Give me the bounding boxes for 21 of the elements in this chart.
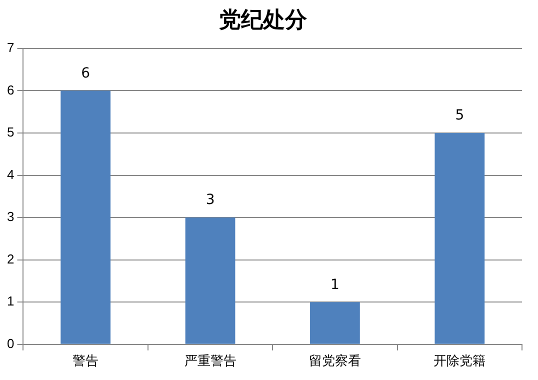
y-tick-label: 4 (6, 166, 14, 182)
x-tick-label: 警告 (72, 352, 99, 368)
y-tick-label: 2 (6, 251, 14, 266)
chart-title: 党纪处分 (218, 6, 308, 33)
y-tick-label: 5 (6, 124, 14, 140)
x-tick-label: 开除党籍 (434, 352, 486, 368)
x-tick-label: 留党察看 (308, 352, 361, 368)
data-label: 5 (455, 108, 464, 124)
bar (434, 132, 485, 344)
x-tick-label: 严重警告 (184, 352, 236, 368)
y-tick-label: 7 (6, 40, 14, 55)
data-label: 6 (81, 65, 90, 82)
data-label: 1 (330, 276, 340, 293)
bar (60, 90, 111, 344)
y-tick-label: 1 (6, 294, 14, 309)
bar (310, 302, 360, 344)
y-tick-label: 3 (6, 209, 14, 224)
data-label: 3 (206, 192, 215, 208)
y-tick-label: 6 (6, 82, 14, 98)
y-tick-label: 0 (6, 336, 14, 351)
bar (185, 218, 236, 344)
